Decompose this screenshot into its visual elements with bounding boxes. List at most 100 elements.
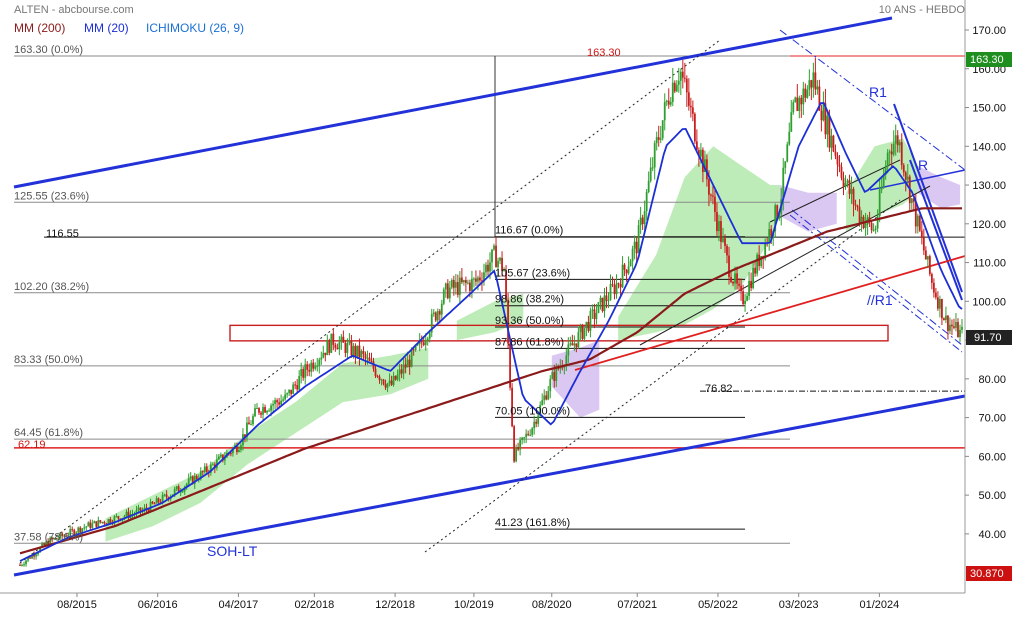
candle-body xyxy=(258,408,260,413)
candle-body xyxy=(655,137,658,144)
candle-body xyxy=(563,366,566,368)
candle-body xyxy=(525,433,528,438)
candle-body xyxy=(613,284,616,295)
level-label-116-55: 116.55 xyxy=(46,228,79,240)
candle-body xyxy=(587,321,590,331)
candle-body xyxy=(798,97,801,112)
candle-body xyxy=(426,338,429,341)
fib-short-label: 41.23 (161.8%) xyxy=(495,517,570,529)
candle-body xyxy=(77,527,80,533)
candle-body xyxy=(354,345,357,357)
candle-body xyxy=(959,329,961,338)
candle-body xyxy=(29,557,31,559)
fib-long-label: 37.58 (78.6%) xyxy=(14,531,83,543)
ichimoku-cloud-bull-1 xyxy=(105,347,429,542)
candle-body xyxy=(93,521,96,524)
x-tick-label: 08/2020 xyxy=(532,599,572,611)
candle-body xyxy=(695,141,698,151)
candle-body xyxy=(109,519,112,523)
candle-body xyxy=(597,302,600,313)
candle-body xyxy=(366,357,369,359)
candle-body xyxy=(306,364,309,370)
trendline-upper xyxy=(13,16,893,189)
candle-body xyxy=(515,447,518,462)
candle-body xyxy=(549,378,552,392)
candle-body xyxy=(836,155,839,165)
candle-body xyxy=(900,142,903,166)
candle-body xyxy=(553,372,556,382)
candle-body xyxy=(43,543,46,545)
candle-body xyxy=(786,144,789,162)
candle-body xyxy=(229,452,232,454)
red-support-line xyxy=(574,255,966,371)
candle-body xyxy=(693,113,696,142)
candle-body xyxy=(800,97,803,105)
candle-body xyxy=(607,299,610,301)
candle-body xyxy=(149,501,152,512)
thin-black-line xyxy=(769,159,901,223)
candle-body xyxy=(394,375,397,380)
candle-body xyxy=(346,343,349,353)
candle-body xyxy=(199,471,202,480)
candle-body xyxy=(904,172,907,180)
candle-body xyxy=(316,365,319,367)
candle-body xyxy=(471,278,473,291)
fib-short-label: 70.05 (100.0%) xyxy=(495,405,570,417)
candle-body xyxy=(784,161,787,168)
candle-body xyxy=(708,179,710,195)
x-tick-label: 10/2019 xyxy=(454,599,494,611)
candle-body xyxy=(746,295,748,301)
candle-body xyxy=(774,205,777,232)
candle-body xyxy=(266,410,268,413)
candle-body xyxy=(677,80,680,85)
candle-body xyxy=(191,476,194,485)
candle-body xyxy=(603,295,606,312)
candle-body xyxy=(808,80,811,90)
fib-short-label: 98.86 (38.2%) xyxy=(495,294,564,306)
candle-body xyxy=(744,300,746,305)
candle-body xyxy=(679,71,682,81)
candle-body xyxy=(736,273,738,284)
candle-body xyxy=(953,326,955,328)
candle-body xyxy=(318,359,321,366)
candle-body xyxy=(487,264,489,272)
candle-body xyxy=(469,282,471,291)
x-tick-label: 07/2021 xyxy=(617,599,657,611)
legend-mm20: MM (20) xyxy=(84,21,129,35)
candle-body xyxy=(545,395,548,400)
candle-body xyxy=(153,503,156,505)
candle-body xyxy=(314,366,317,369)
thin-black-line-2 xyxy=(639,185,931,346)
y-tick-label: 40.00 xyxy=(978,529,1006,541)
candle-body xyxy=(577,332,580,348)
badge-low xyxy=(966,566,1012,581)
candle-body xyxy=(35,554,37,557)
ichimoku-cloud-bull-3 xyxy=(618,146,780,341)
candle-body xyxy=(483,272,485,282)
candle-body xyxy=(732,281,734,284)
candle-body xyxy=(704,159,706,173)
candle-body xyxy=(41,543,43,548)
candle-body xyxy=(814,72,817,90)
ichimoku-cloud-bull-2 xyxy=(456,293,524,341)
candle-body xyxy=(240,445,242,450)
candle-body xyxy=(163,494,166,496)
candle-body xyxy=(290,389,293,394)
candle-body xyxy=(782,167,785,200)
candle-body xyxy=(55,538,58,540)
candle-body xyxy=(115,516,118,518)
candle-body xyxy=(125,511,128,517)
candle-body xyxy=(621,264,624,288)
candle-body xyxy=(310,362,313,372)
candle-body xyxy=(352,345,355,356)
candle-body xyxy=(830,135,833,148)
level-label-163-30: 163.30 xyxy=(587,47,621,59)
badge-high-label: 163.30 xyxy=(970,54,1004,66)
candle-body xyxy=(300,369,303,377)
candle-body xyxy=(579,325,582,333)
fib-short-label: 116.67 (0.0%) xyxy=(495,225,563,237)
candle-body xyxy=(221,454,224,461)
candle-body xyxy=(91,523,94,528)
candle-body xyxy=(939,299,941,309)
